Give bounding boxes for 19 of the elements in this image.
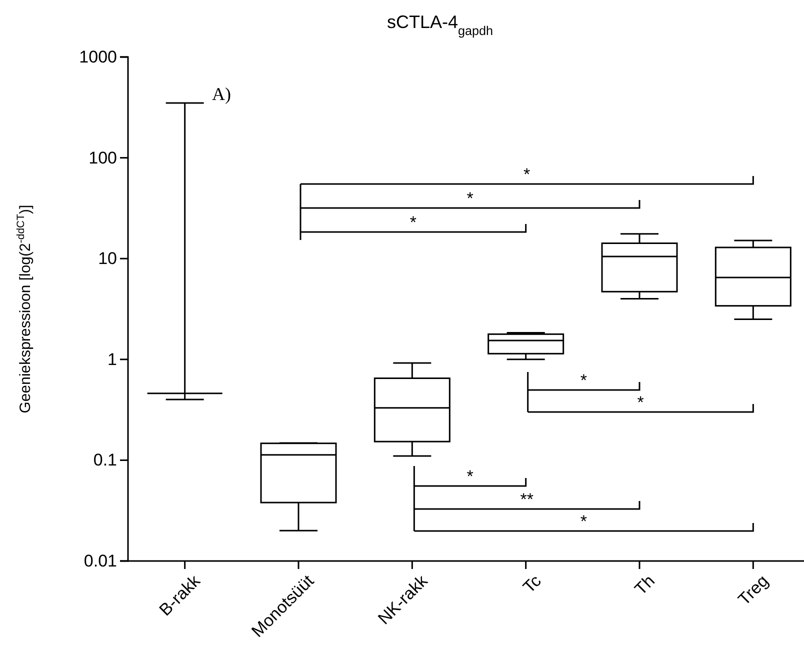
chart-title: sCTLA-4$_{gapdh}$ [386, 12, 494, 38]
x-tick-label: Th [631, 571, 659, 599]
annotation: * [580, 371, 588, 390]
annotation: * [410, 213, 417, 232]
annotation: * [637, 393, 644, 412]
x-tick-label: Tc [519, 571, 546, 597]
annotation: * [580, 512, 588, 531]
annotation: ** [520, 490, 534, 509]
y-tick-label: 10 [98, 249, 117, 268]
annotation: * [466, 189, 474, 208]
annotation: * [524, 165, 531, 184]
annotation: * [466, 467, 474, 486]
y-tick-label: 100 [88, 148, 117, 168]
annotation: A) [212, 84, 231, 104]
y-tick-label: 1 [108, 350, 117, 369]
y-tick-label: 0.01 [84, 551, 117, 570]
y-tick-label: 0.1 [93, 450, 117, 470]
y-tick-label: 1000 [79, 47, 117, 66]
x-tick-label: Treg [734, 571, 772, 610]
